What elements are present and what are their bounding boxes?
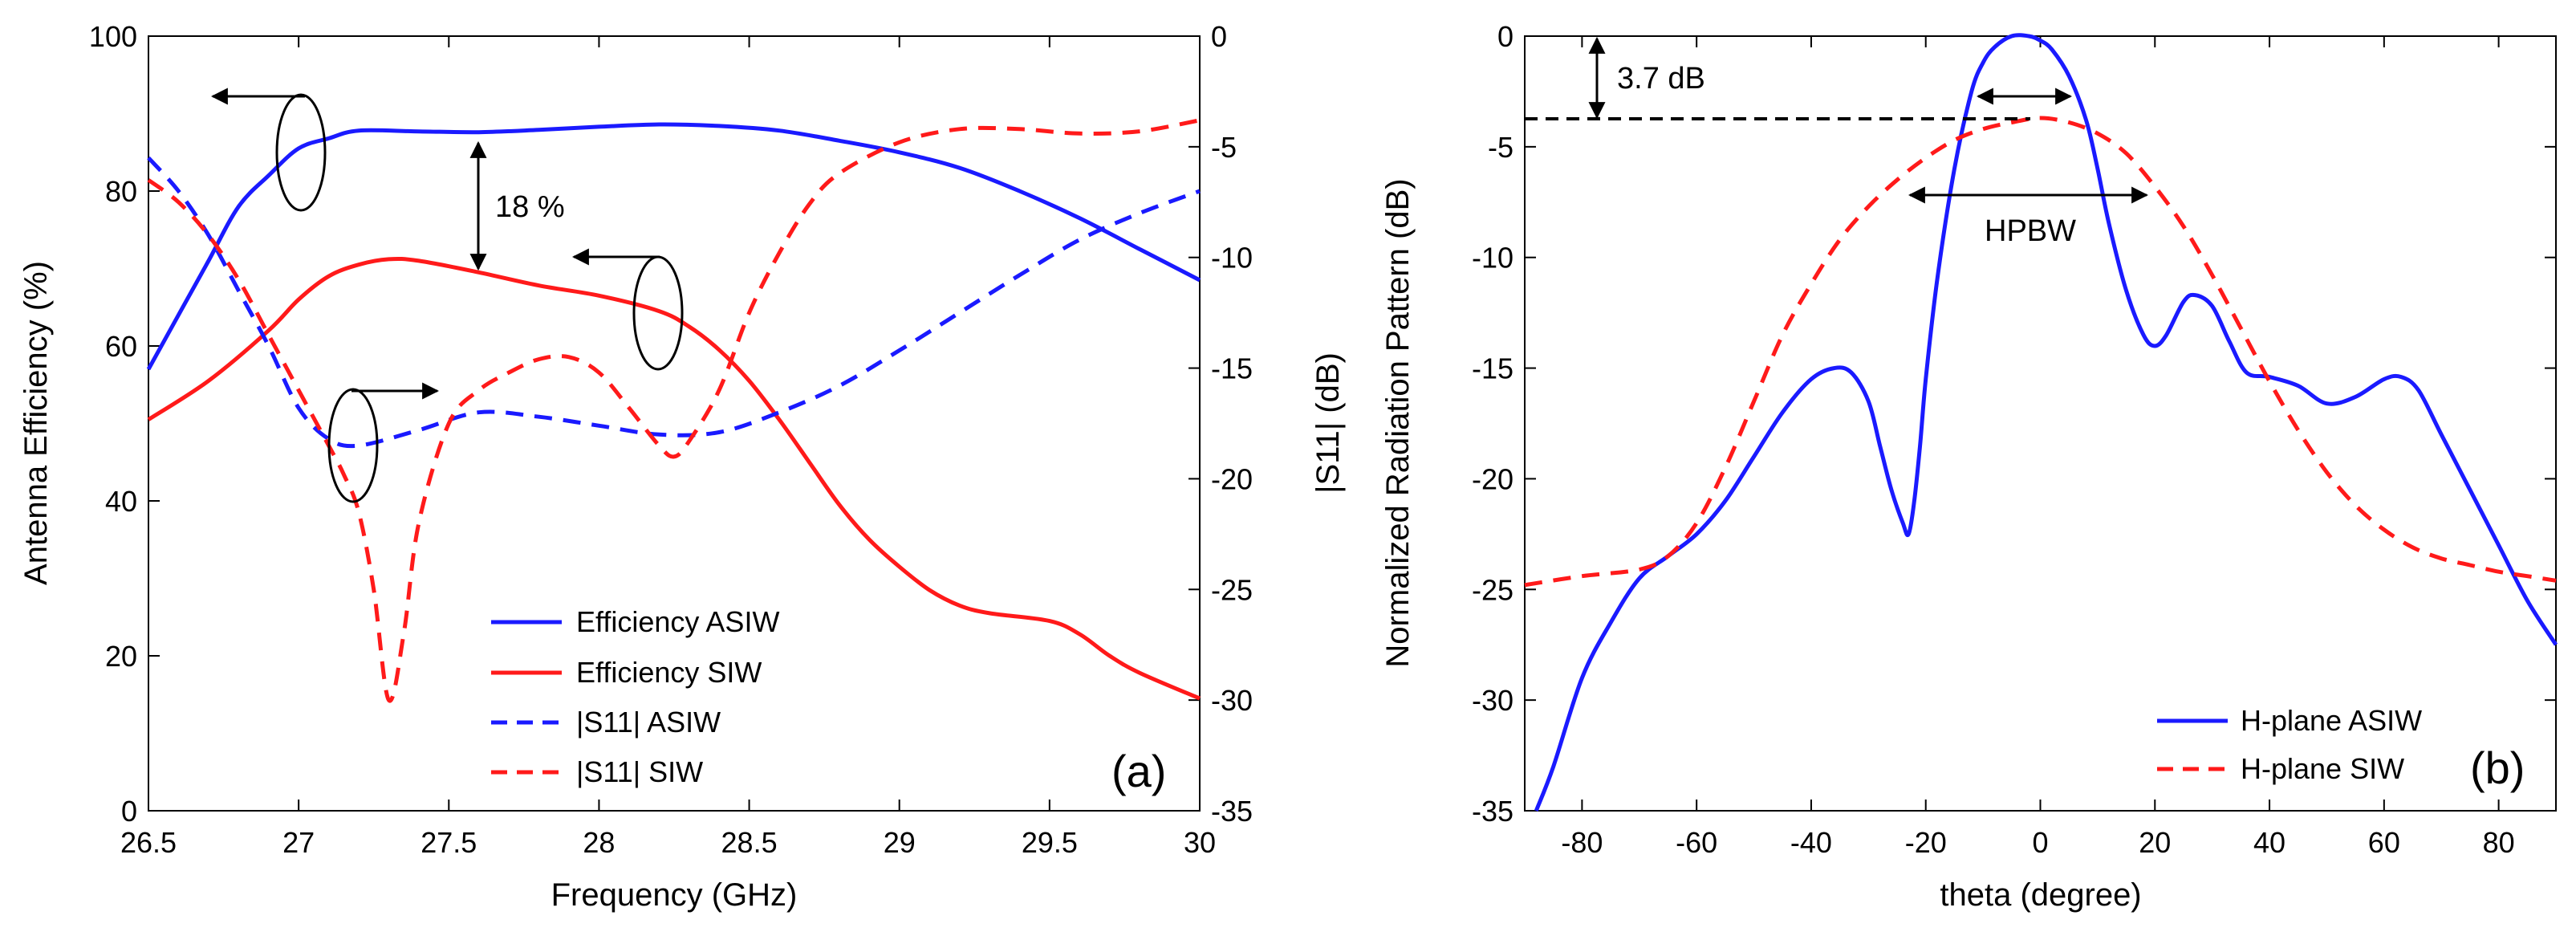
chart-b: -80 -60 -40 -20 0 20 40 60 80 -35 -30 -25 -20 -15 -10 -… (1380, 20, 2558, 913)
chart-a-ytick-right-label: -35 (1211, 795, 1253, 828)
chart-a-xtick-label: 26.5 (120, 826, 177, 859)
chart-b-ytick-label: -5 (1488, 131, 1514, 164)
chart-b-xtick-label: -60 (1676, 826, 1717, 859)
chart-b-xtick-label: 0 (2032, 826, 2048, 859)
chart-a-ticks: 26.5 27 27.5 28 28.5 29 29.5 30 0 20 40 60 80 100 -35 -… (89, 20, 1253, 859)
legend-a-label-efficiency-siw: Efficiency SIW (576, 656, 762, 689)
chart-a-panel-label: (a) (1111, 746, 1166, 796)
chart-b-xtick-label: -40 (1790, 826, 1832, 859)
chart-a-ytick-left-label: 100 (89, 20, 137, 53)
chart-a-ytick-left-label: 80 (105, 175, 137, 208)
series-line-s11-asiw (147, 156, 1201, 449)
chart-b-ticks: -80 -60 -40 -20 0 20 40 60 80 -35 -30 -25 -20 -15 -10 -… (1472, 20, 2556, 859)
chart-a-ytick-right-label: -10 (1211, 242, 1253, 275)
chart-a-xtick-label: 28 (583, 826, 615, 859)
chart-b-ytick-label: -25 (1472, 573, 1514, 606)
chart-b-xtick-label: 40 (2253, 826, 2285, 859)
series-line-h-plane-asiw (1534, 33, 2558, 812)
chart-a-xtick-label: 29 (884, 826, 916, 859)
chart-a-ylabel-left: Antenna Efficiency (%) (18, 261, 54, 585)
legend-b-label-asiw: H-plane ASIW (2241, 704, 2422, 737)
chart-b-ytick-label: -35 (1472, 795, 1514, 828)
chart-a-ytick-left-label: 0 (121, 795, 137, 828)
chart-a-ytick-left-label: 60 (105, 330, 137, 363)
chart-a-legend: Efficiency ASIW Efficiency SIW |S11| ASI… (491, 605, 779, 788)
chart-b-ytick-label: -30 (1472, 684, 1514, 717)
series-line-efficiency-asiw (146, 122, 1201, 371)
legend-a-label-s11-asiw: |S11| ASIW (576, 706, 721, 739)
chart-a-ytick-right-label: -20 (1211, 462, 1253, 495)
chart-b-ytick-label: -15 (1472, 352, 1514, 385)
hpbw-label: HPBW (1985, 214, 2076, 248)
chart-a-xtick-label: 27 (282, 826, 315, 859)
chart-b-legend: H-plane ASIW H-plane SIW (2157, 704, 2422, 785)
chart-b-panel-label: (b) (2470, 743, 2525, 793)
chart-a-ytick-right-label: -5 (1211, 131, 1237, 164)
chart-a-ytick-right-label: -30 (1211, 684, 1253, 717)
chart-b-plot-area (1524, 35, 2557, 812)
chart-a-xtick-label: 28.5 (721, 826, 778, 859)
chart-a-ylabel-right: |S11| (dB) (1310, 352, 1346, 494)
chart-b-xtick-label: 60 (2368, 826, 2400, 859)
chart-b-ytick-label: -10 (1472, 242, 1514, 275)
chart-a: 26.5 27 27.5 28 28.5 29 29.5 30 0 20 40 60 80 100 -35 -… (18, 20, 1346, 913)
series-line-efficiency-siw (147, 256, 1201, 701)
s11-asiw-axis-ellipse (327, 388, 379, 503)
chart-b-series (1524, 33, 2558, 812)
chart-a-ytick-right-label: 0 (1211, 20, 1227, 53)
chart-b-xlabel: theta (degree) (1940, 877, 2141, 913)
chart-a-series (146, 118, 1201, 703)
legend-a-label-efficiency-asiw: Efficiency ASIW (576, 605, 779, 638)
chart-a-ytick-left-label: 20 (105, 640, 137, 673)
chart-b-xtick-label: 20 (2139, 826, 2171, 859)
chart-b-ytick-label: 0 (1497, 20, 1514, 53)
dB-offset-label: 3.7 dB (1617, 62, 1705, 96)
efficiency-gap-label: 18 % (495, 190, 565, 224)
series-line-s11-siw (147, 118, 1201, 703)
chart-a-xtick-label: 29.5 (1022, 826, 1078, 859)
chart-b-xtick-label: -80 (1561, 826, 1603, 859)
chart-b-ytick-label: -20 (1472, 462, 1514, 495)
chart-b-xtick-label: 80 (2483, 826, 2515, 859)
series-line-h-plane-siw (1524, 116, 2557, 588)
chart-a-xtick-label: 30 (1184, 826, 1216, 859)
legend-b-label-siw: H-plane SIW (2241, 752, 2404, 785)
legend-a-label-s11-siw: |S11| SIW (576, 755, 703, 788)
chart-b-xtick-label: -20 (1905, 826, 1947, 859)
chart-a-ytick-right-label: -25 (1211, 573, 1253, 606)
efficiency-asiw-axis-ellipse (275, 93, 327, 212)
chart-a-xlabel: Frequency (GHz) (551, 877, 798, 913)
chart-a-ytick-left-label: 40 (105, 485, 137, 518)
chart-a-xtick-label: 27.5 (421, 826, 477, 859)
chart-a-plot-area (148, 35, 1201, 812)
chart-b-ylabel: Normalized Radiation Pattern (dB) (1380, 178, 1416, 667)
chart-a-ytick-right-label: -15 (1211, 352, 1253, 385)
